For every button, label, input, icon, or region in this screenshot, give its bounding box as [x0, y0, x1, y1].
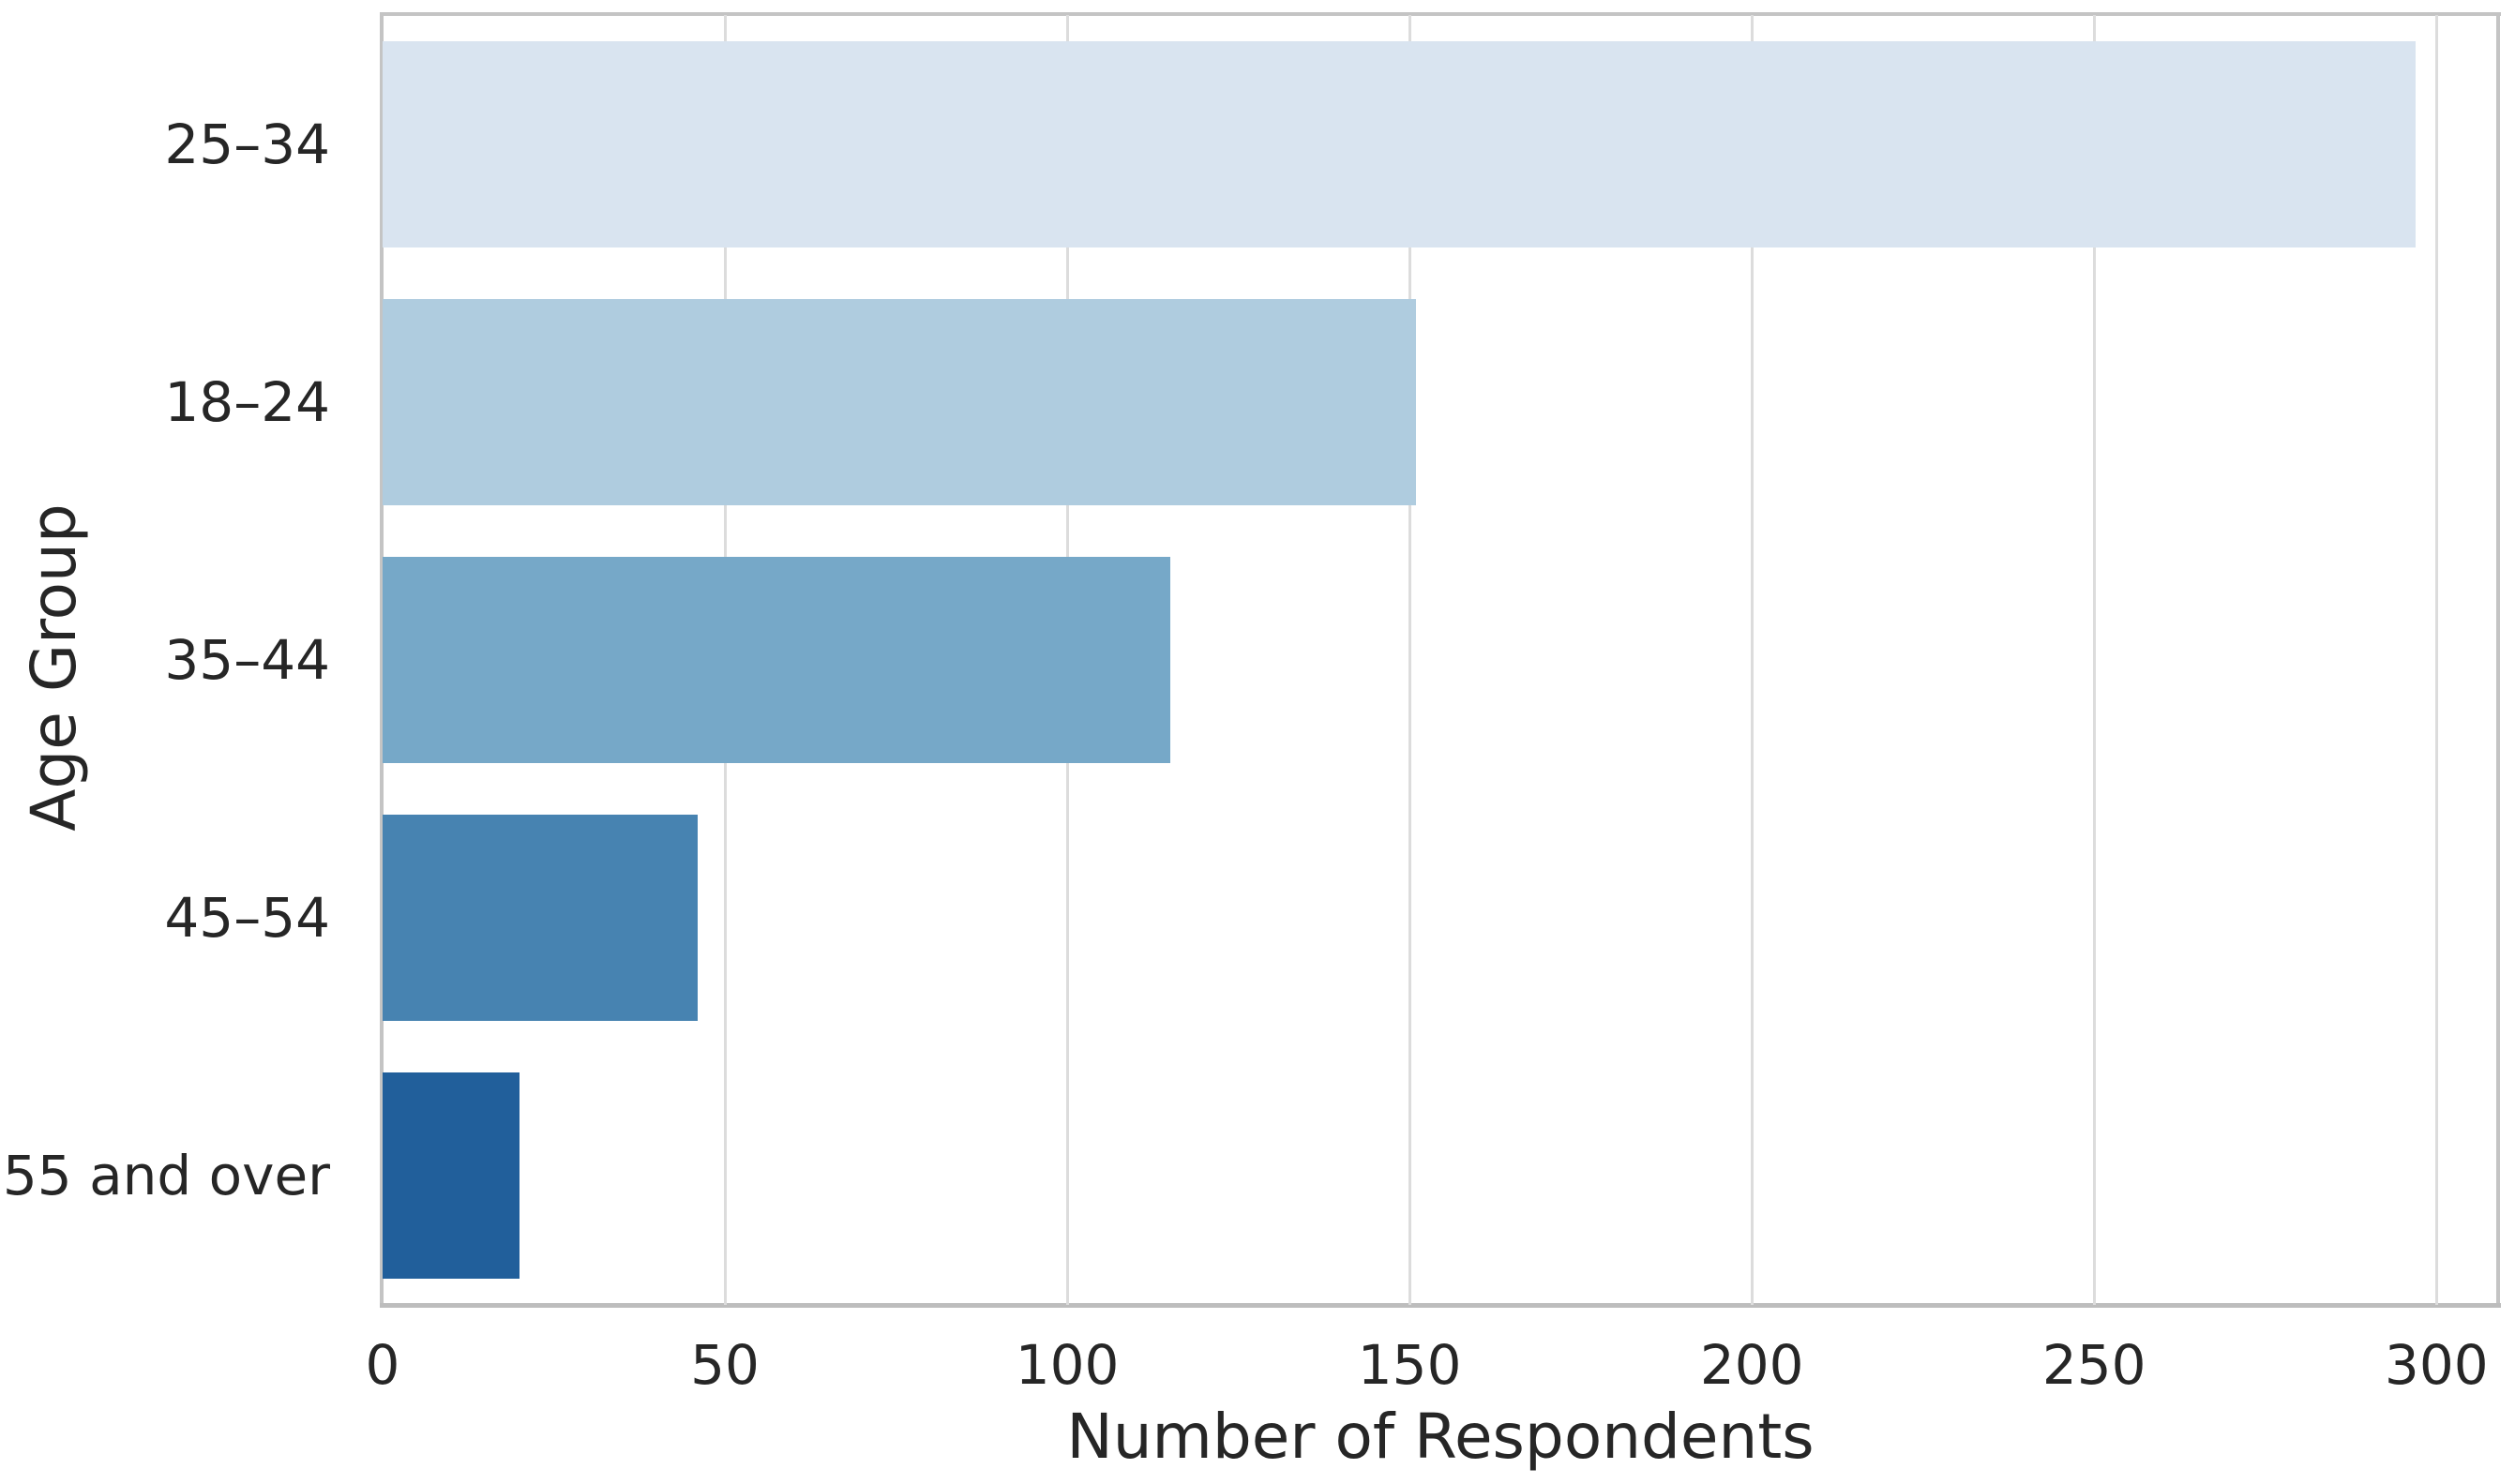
x-axis-title: Number of Respondents [1066, 1401, 1815, 1473]
x-tick-label: 250 [2041, 1333, 2146, 1397]
x-tick-label: 150 [1357, 1333, 1462, 1397]
top-spine [380, 12, 2501, 16]
x-tick-label: 100 [1015, 1333, 1120, 1397]
bar-55-and-over [383, 1072, 520, 1280]
x-tick-label: 300 [2384, 1333, 2489, 1397]
right-spine [2496, 15, 2500, 1305]
y-tick-label: 55 and over [2, 1144, 330, 1208]
x-tick-label: 0 [365, 1333, 400, 1397]
y-tick-label: 18–24 [164, 369, 330, 434]
y-tick-label: 35–44 [164, 628, 330, 692]
y-tick-label: 45–54 [164, 886, 330, 951]
left-spine [380, 15, 384, 1305]
gridline-x-250 [2093, 15, 2097, 1305]
bar-35–44 [383, 556, 1170, 764]
plot-area [380, 12, 2501, 1308]
x-tick-label: 200 [1699, 1333, 1804, 1397]
y-tick-label: 25–34 [164, 112, 330, 176]
x-tick-label: 50 [690, 1333, 760, 1397]
bar-45–54 [383, 815, 698, 1022]
bar-18–24 [383, 298, 1417, 505]
x-axis-line [380, 1303, 2501, 1308]
bar-25–34 [383, 40, 2417, 247]
gridline-x-300 [2435, 15, 2439, 1305]
gridline-x-150 [1408, 15, 1412, 1305]
gridline-x-200 [1751, 15, 1754, 1305]
